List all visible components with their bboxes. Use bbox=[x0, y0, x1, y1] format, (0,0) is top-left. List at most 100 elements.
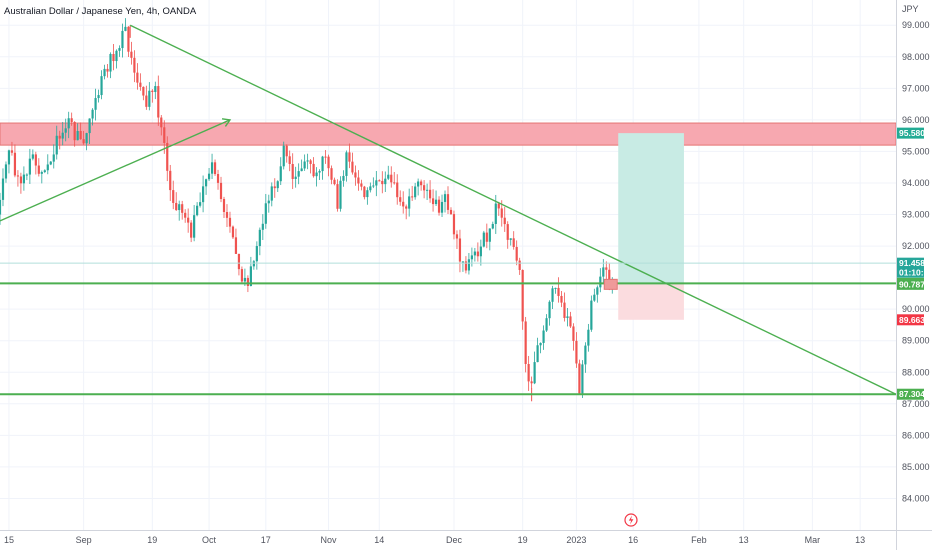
candle-body bbox=[88, 118, 91, 134]
candle-body bbox=[109, 53, 112, 72]
candle-body bbox=[485, 232, 488, 242]
candle-body bbox=[103, 68, 106, 77]
candle-body bbox=[327, 156, 330, 169]
candle-body bbox=[530, 381, 533, 384]
candle-body bbox=[243, 277, 247, 282]
candle-body bbox=[291, 164, 294, 179]
candles-layer bbox=[0, 18, 614, 402]
price-badge bbox=[897, 127, 924, 139]
candle-body bbox=[566, 316, 569, 318]
price-tick-label: 93.000 bbox=[902, 210, 930, 220]
price-tick-label: 87.000 bbox=[902, 399, 930, 409]
candle-body bbox=[82, 139, 85, 144]
candle-body bbox=[339, 180, 342, 209]
candle-body bbox=[375, 180, 378, 186]
grid-layer bbox=[0, 0, 896, 530]
candle-body bbox=[13, 152, 17, 176]
lightning-icon[interactable] bbox=[624, 513, 638, 527]
candle-body bbox=[321, 156, 324, 172]
candle-body bbox=[357, 177, 360, 184]
candle-body bbox=[449, 209, 453, 215]
candle-body bbox=[324, 156, 327, 158]
candle-body bbox=[539, 342, 542, 346]
candle-body bbox=[309, 160, 312, 164]
candle-body bbox=[384, 178, 387, 185]
candle-body bbox=[25, 174, 28, 176]
candle-body bbox=[434, 199, 438, 205]
candle-body bbox=[225, 212, 229, 218]
candle-body bbox=[599, 276, 602, 288]
price-tick-label: 97.000 bbox=[902, 83, 930, 93]
candle-body bbox=[157, 86, 160, 118]
candle-body bbox=[557, 287, 560, 296]
candle-body bbox=[330, 168, 333, 180]
price-axis[interactable]: 99.000 98.000 97.000 96.000 95.000 94.000 93.0… bbox=[902, 20, 930, 503]
candle-body bbox=[85, 133, 88, 144]
candle-body bbox=[351, 161, 354, 173]
candle-body bbox=[381, 180, 384, 185]
candle-body bbox=[575, 340, 578, 364]
time-tick-label: 19 bbox=[147, 535, 157, 545]
candle-body bbox=[342, 175, 345, 181]
candle-body bbox=[491, 223, 494, 229]
candle-body bbox=[100, 76, 103, 96]
candle-body bbox=[97, 95, 100, 99]
candle-body bbox=[452, 214, 456, 235]
price-tick-label: 86.000 bbox=[902, 430, 930, 440]
candle-body bbox=[222, 199, 226, 213]
candle-body bbox=[184, 212, 187, 218]
price-badge-label: 87.304 bbox=[899, 389, 925, 399]
candle-body bbox=[55, 135, 58, 155]
candle-body bbox=[16, 175, 20, 177]
candle-body bbox=[333, 179, 336, 185]
candle-body bbox=[207, 173, 211, 180]
time-axis[interactable]: 15 Sep 19 Oct 17 Nov 14 Dec 19 2023 16 Feb 13 Mar 13 bbox=[4, 535, 865, 545]
price-tick-label: 88.000 bbox=[902, 367, 930, 377]
candle-body bbox=[372, 185, 375, 187]
descending-trendline bbox=[129, 24, 897, 395]
zones-layer bbox=[0, 122, 897, 320]
candle-body bbox=[390, 174, 393, 183]
candle-body bbox=[40, 172, 43, 174]
candle-body bbox=[261, 223, 264, 230]
candle-body bbox=[548, 301, 551, 319]
candle-body bbox=[461, 261, 465, 263]
candle-body bbox=[608, 269, 611, 286]
candle-body bbox=[58, 135, 61, 139]
candle-body bbox=[121, 30, 124, 49]
candle-body bbox=[518, 260, 521, 270]
candle-body bbox=[270, 186, 273, 201]
candle-body bbox=[190, 222, 193, 238]
price-tick-label: 98.000 bbox=[902, 52, 930, 62]
candle-body bbox=[187, 217, 190, 223]
candle-body bbox=[581, 364, 584, 394]
candle-body bbox=[420, 181, 423, 186]
candle-body bbox=[554, 287, 557, 289]
candle-body bbox=[154, 86, 157, 92]
candle-body bbox=[252, 261, 255, 267]
candle-body bbox=[175, 202, 178, 211]
candle-body bbox=[264, 203, 267, 224]
candle-body bbox=[596, 287, 599, 295]
candle-body bbox=[31, 154, 34, 159]
candle-body bbox=[455, 234, 459, 239]
candle-body bbox=[37, 165, 40, 174]
candle-body bbox=[360, 183, 363, 187]
candle-body bbox=[267, 200, 270, 204]
candle-body bbox=[294, 176, 297, 179]
candle-body bbox=[336, 184, 339, 209]
candle-body bbox=[411, 196, 414, 198]
candle-body bbox=[201, 186, 205, 203]
candle-body bbox=[163, 127, 166, 143]
candle-body bbox=[563, 302, 566, 318]
candle-body bbox=[237, 253, 241, 270]
candle-body bbox=[393, 182, 396, 184]
candle-body bbox=[118, 48, 121, 51]
candle-body bbox=[285, 145, 288, 157]
candle-body bbox=[396, 182, 399, 198]
candle-body bbox=[494, 203, 497, 224]
candle-body bbox=[210, 162, 214, 174]
